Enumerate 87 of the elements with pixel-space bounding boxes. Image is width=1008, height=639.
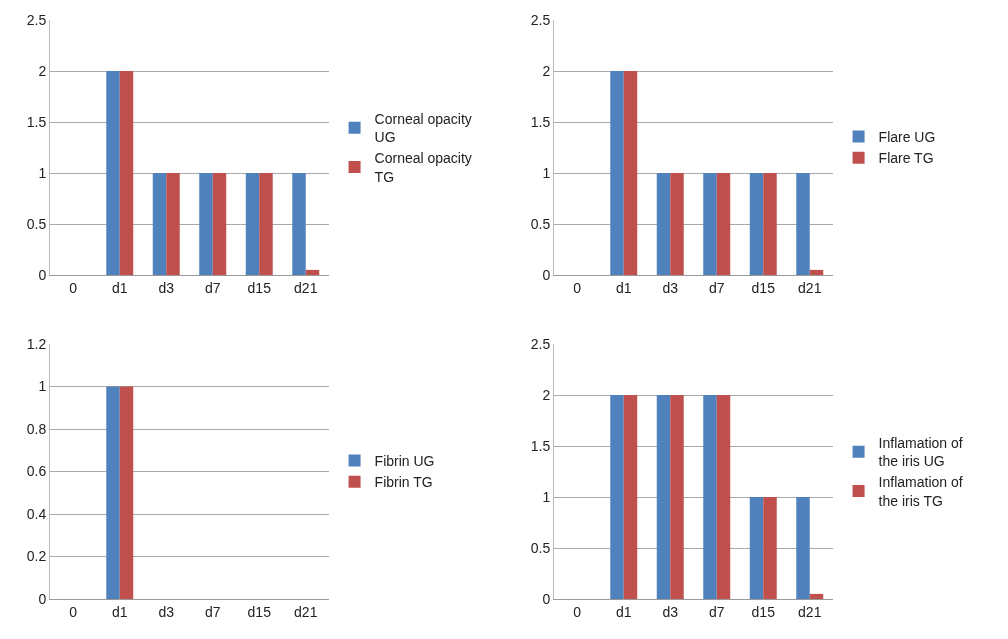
x-tick-label: d3 (158, 279, 175, 296)
legend-label: Flare UG (878, 129, 936, 146)
bar (166, 173, 180, 275)
x-tick-label: d15 (751, 603, 776, 620)
y-tick-label: 1 (542, 164, 551, 181)
x-tick-label: d3 (662, 603, 679, 620)
legend-label: Inflamation of the iris TG (878, 474, 963, 509)
legend-label: Corneal opacity UG (374, 111, 472, 146)
y-tick-label: 0.8 (26, 420, 47, 437)
bar (623, 395, 638, 599)
bar (763, 497, 777, 599)
legend-label: Fibrin TG (374, 474, 433, 491)
bar (305, 269, 320, 275)
bar (212, 173, 227, 275)
bar (656, 395, 671, 599)
x-tick-label: d7 (204, 603, 221, 620)
bar (716, 395, 731, 599)
x-tick-label: d21 (798, 279, 822, 296)
x-tick-label: 0 (573, 603, 582, 620)
legend-label: Flare TG (878, 150, 934, 167)
x-tick-label: d1 (111, 279, 128, 296)
bar (119, 71, 134, 275)
bar (703, 173, 717, 275)
x-tick-label: d7 (708, 279, 725, 296)
bar (106, 71, 120, 275)
x-tick-label: d15 (247, 279, 272, 296)
bar (199, 173, 213, 275)
y-tick-label: 2.5 (530, 11, 551, 28)
bar (703, 395, 717, 599)
x-tick-label: 0 (69, 279, 78, 296)
y-tick-label: 2 (542, 386, 551, 403)
y-tick-label: 0 (38, 590, 47, 607)
y-tick-label: 0.5 (26, 215, 47, 232)
x-tick-label: 0 (69, 603, 78, 620)
y-tick-label: 1.5 (26, 113, 47, 130)
bar (809, 593, 824, 599)
bar (610, 395, 624, 599)
y-tick-label: 0.4 (26, 505, 47, 522)
y-tick-label: 1.5 (530, 437, 551, 454)
bar (716, 173, 731, 275)
legend-label: Inflamation of the iris UG (878, 435, 963, 470)
y-tick-label: 2.5 (530, 335, 551, 352)
legend-label: Corneal opacity TG (374, 150, 472, 185)
y-tick-label: 0.2 (26, 548, 47, 565)
y-tick-label: 1 (38, 164, 47, 181)
y-tick-label: 1 (542, 488, 551, 505)
x-tick-label: d1 (615, 603, 632, 620)
bar (763, 173, 777, 275)
y-tick-label: 1.5 (530, 113, 551, 130)
y-tick-label: 2.5 (26, 11, 47, 28)
x-tick-label: d3 (158, 603, 175, 620)
y-tick-label: 0.5 (530, 215, 551, 232)
bar (610, 71, 624, 275)
x-tick-label: 0 (573, 279, 582, 296)
y-tick-label: 2 (38, 62, 47, 79)
y-tick-label: 1 (38, 378, 47, 395)
x-tick-label: d3 (662, 279, 679, 296)
y-tick-label: 2 (542, 62, 551, 79)
y-tick-label: 0 (542, 266, 551, 283)
y-tick-label: 1.2 (26, 335, 47, 352)
bar (152, 173, 167, 275)
x-tick-label: d1 (111, 603, 128, 620)
bar (656, 173, 671, 275)
y-tick-label: 0.6 (26, 463, 47, 480)
x-tick-label: d7 (204, 279, 221, 296)
legend-label: Fibrin UG (374, 453, 435, 470)
bar (292, 173, 306, 275)
y-tick-label: 0.5 (530, 539, 551, 556)
y-tick-label: 0 (38, 266, 47, 283)
x-tick-label: d7 (708, 603, 725, 620)
bar (749, 173, 764, 275)
bar (749, 497, 764, 599)
x-tick-label: d21 (294, 603, 318, 620)
bar (259, 173, 273, 275)
bar (809, 269, 824, 275)
bar (670, 173, 684, 275)
bar (245, 173, 260, 275)
x-tick-label: d15 (751, 279, 776, 296)
y-tick-label: 0 (542, 590, 551, 607)
bar (623, 71, 638, 275)
x-tick-label: d1 (615, 279, 632, 296)
x-tick-label: d15 (247, 603, 272, 620)
x-tick-label: d21 (294, 279, 318, 296)
bar (670, 395, 684, 599)
x-tick-label: d21 (798, 603, 822, 620)
bar (796, 173, 810, 275)
bar (796, 497, 810, 599)
